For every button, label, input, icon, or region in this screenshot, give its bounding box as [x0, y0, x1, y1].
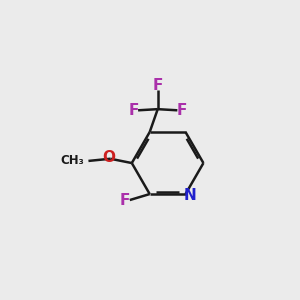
Text: F: F: [176, 103, 187, 118]
Text: F: F: [129, 103, 139, 118]
Text: F: F: [152, 78, 163, 93]
Text: O: O: [103, 150, 116, 165]
Text: CH₃: CH₃: [61, 154, 84, 167]
Text: F: F: [119, 193, 130, 208]
Text: N: N: [183, 188, 196, 203]
